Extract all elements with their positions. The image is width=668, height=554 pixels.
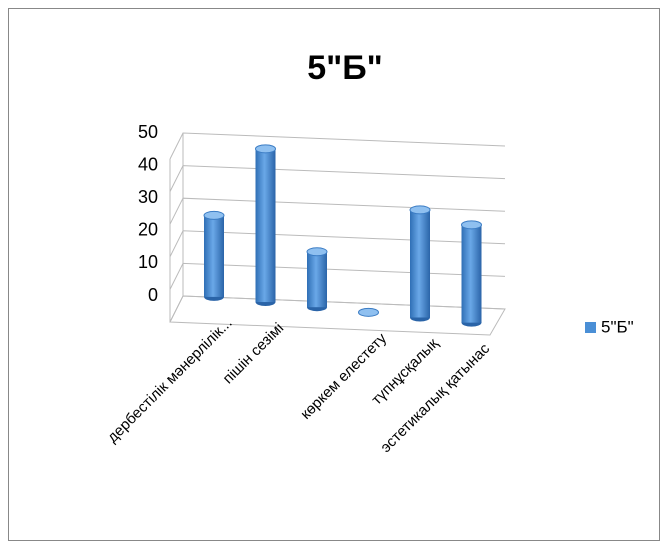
bar [410, 209, 430, 318]
bar-top [358, 307, 379, 317]
y-tick-label: 40 [138, 154, 158, 174]
grid-line [169, 262, 506, 290]
chart-frame [8, 8, 660, 541]
bar [255, 148, 276, 303]
bar [204, 215, 224, 297]
bar-top [461, 220, 482, 230]
y-tick-label: 30 [138, 187, 158, 207]
grid-line [169, 295, 506, 323]
y-tick-label: 0 [148, 285, 158, 305]
y-tick-label: 10 [138, 252, 158, 272]
bar-top [409, 205, 431, 215]
bar [461, 224, 482, 323]
grid-line [169, 197, 506, 225]
y-tick-label: 50 [138, 122, 158, 142]
bar [307, 251, 327, 308]
y-tick-label: 20 [138, 220, 158, 240]
bar-top [306, 247, 328, 257]
bar-top [255, 144, 276, 154]
grid-line [169, 132, 506, 160]
grid-line [169, 230, 506, 258]
legend-swatch [585, 322, 596, 333]
bar-top [203, 210, 225, 220]
grid-line [169, 165, 506, 192]
legend-label: 5"Б" [601, 317, 634, 336]
chart-title: 5"Б" [307, 49, 383, 87]
